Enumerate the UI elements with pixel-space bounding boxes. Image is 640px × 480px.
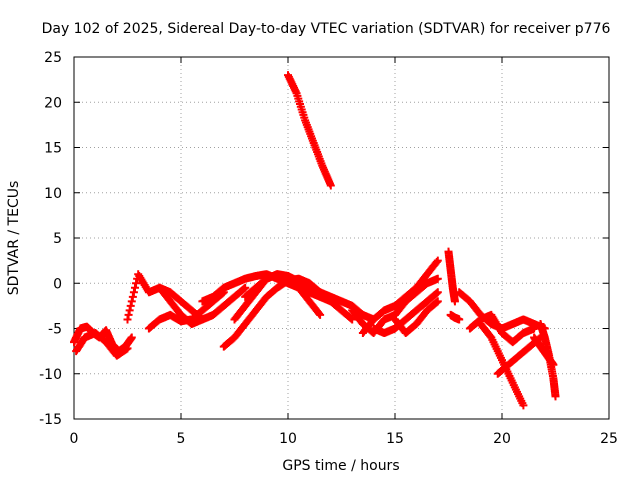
- data-point: [127, 333, 136, 342]
- x-tick-label: 0: [70, 431, 79, 447]
- data-point: [126, 301, 135, 310]
- series-track-s: [476, 319, 528, 410]
- y-tick-label: -15: [39, 412, 62, 428]
- series-track-o: [444, 247, 459, 306]
- grid: [74, 57, 609, 419]
- series-track-d: [144, 288, 228, 333]
- y-tick-label: 20: [44, 95, 62, 111]
- series-track-l: [358, 256, 442, 338]
- data-point: [455, 315, 464, 324]
- series-track-n: [391, 297, 442, 338]
- series-track-b: [72, 329, 132, 360]
- data-point: [241, 283, 250, 292]
- y-tick-label: 5: [53, 231, 62, 247]
- data-point: [123, 315, 132, 324]
- data-point: [316, 310, 325, 319]
- data-point: [132, 279, 141, 288]
- data-point: [326, 181, 335, 190]
- data-point: [433, 297, 442, 306]
- data-point: [128, 292, 137, 301]
- data-point: [315, 309, 324, 318]
- data-point: [530, 324, 539, 333]
- x-axis-label: GPS time / hours: [282, 458, 399, 474]
- series-track-r: [465, 310, 539, 347]
- y-tick-labels: -15 -10 -5 0 5 10 15 20 25: [39, 50, 62, 428]
- x-tick-labels: 0 5 10 15 20 25: [70, 431, 618, 447]
- data-point: [432, 257, 441, 266]
- data-point: [551, 392, 560, 401]
- data-point: [433, 256, 442, 265]
- x-tick-label: 10: [279, 431, 297, 447]
- data-point: [123, 344, 132, 353]
- data-point: [433, 288, 442, 297]
- series-track-e: [155, 283, 250, 324]
- series-track-p: [446, 310, 464, 324]
- series-track-j: [284, 71, 335, 190]
- series-track-i: [241, 270, 378, 324]
- data-point: [127, 297, 136, 306]
- axis-ticks: [73, 56, 610, 420]
- y-tick-label: -10: [39, 367, 62, 383]
- data-point: [549, 360, 558, 369]
- data-points: [70, 71, 560, 410]
- x-tick-label: 25: [600, 431, 618, 447]
- x-tick-label: 15: [386, 431, 404, 447]
- y-tick-label: 25: [44, 50, 62, 66]
- data-point: [125, 306, 134, 315]
- y-axis-label: SDTVAR / TECUs: [6, 181, 22, 296]
- x-tick-label: 20: [493, 431, 511, 447]
- data-point: [450, 297, 459, 306]
- data-point: [519, 401, 528, 410]
- y-tick-label: 10: [44, 186, 62, 202]
- y-tick-label: -5: [48, 322, 62, 338]
- y-tick-label: 0: [53, 276, 62, 292]
- data-point: [129, 288, 138, 297]
- y-tick-label: 15: [44, 141, 62, 157]
- series-track-v: [530, 333, 558, 369]
- data-point: [130, 283, 139, 292]
- x-tick-label: 5: [177, 431, 186, 447]
- data-point: [433, 274, 442, 283]
- data-point: [124, 310, 133, 319]
- chart-title: Day 102 of 2025, Sidereal Day-to-day VTE…: [42, 21, 611, 37]
